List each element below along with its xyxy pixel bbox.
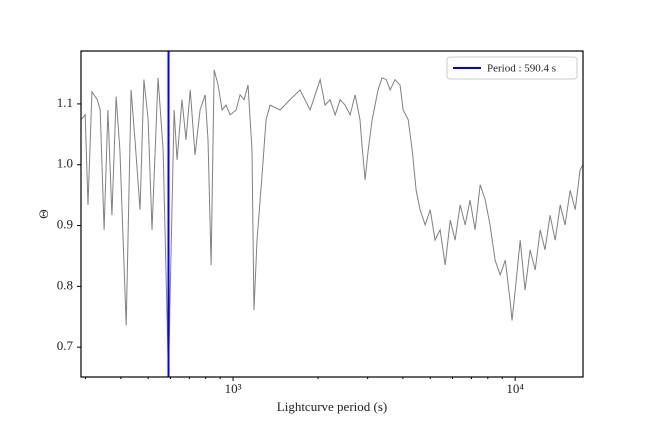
x-tick-label: 10³ bbox=[225, 381, 242, 396]
legend-box bbox=[446, 56, 578, 80]
y-tick-label: 0.7 bbox=[57, 338, 74, 353]
legend-label: Period : 590.4 s bbox=[487, 63, 556, 75]
y-tick-label: 0.8 bbox=[57, 277, 73, 292]
y-tick-label: 0.9 bbox=[57, 217, 73, 232]
y-axis-label: Θ bbox=[36, 209, 51, 218]
data-line bbox=[80, 69, 584, 376]
y-tick-label: 1.1 bbox=[57, 95, 73, 110]
plot-frame bbox=[80, 50, 584, 378]
y-tick-label: 1.0 bbox=[57, 156, 73, 171]
x-tick-label: 10⁴ bbox=[506, 381, 524, 396]
x-axis-label: Lightcurve period (s) bbox=[277, 399, 387, 414]
